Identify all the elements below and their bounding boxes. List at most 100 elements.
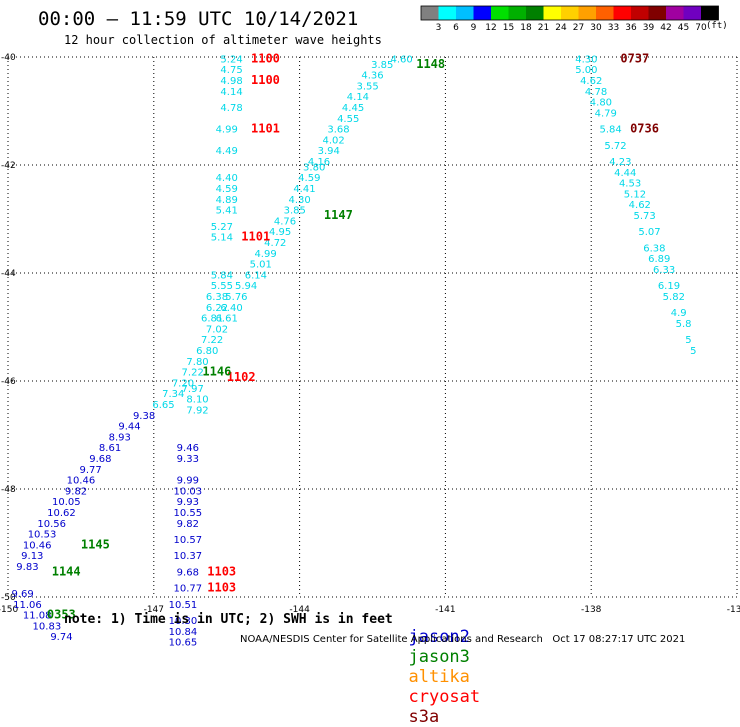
- data-point-label: 7.02: [206, 324, 228, 335]
- colorbar-swatch: [596, 6, 614, 20]
- chart-title: 00:00 – 11:59 UTC 10/14/2021: [38, 8, 359, 30]
- data-point-label: 8.10: [186, 395, 208, 406]
- data-point-label: 5.07: [638, 227, 660, 238]
- time-annotation: 1145: [81, 537, 110, 551]
- data-point-label: 4.55: [337, 114, 359, 125]
- data-point-label: 5.12: [624, 189, 646, 200]
- data-point-label: 4.59: [216, 184, 238, 195]
- colorbar-swatch: [456, 6, 474, 20]
- colorbar-label: 3: [436, 23, 442, 33]
- data-point-label: 4.95: [269, 227, 291, 238]
- data-point-label: 5: [685, 335, 691, 346]
- data-point-label: 4.14: [347, 92, 369, 103]
- data-point-label: 5.84: [211, 270, 233, 281]
- data-point-label: 9.83: [16, 562, 38, 573]
- wave-height-plot: -150 -147 -144 -141 -138 -135 -40 -42 -44 -46 -48 -…: [0, 5, 740, 649]
- time-annotation: 1102: [227, 370, 256, 384]
- data-point-label: 10.56: [37, 519, 66, 530]
- data-point-label: 10.62: [47, 508, 76, 519]
- data-point-label: 4.44: [614, 168, 636, 179]
- data-point-label: 11.06: [13, 600, 42, 611]
- data-point-label: 9.74: [50, 632, 72, 643]
- data-point-label: 10.05: [52, 497, 81, 508]
- data-point-label: 5.8: [676, 319, 692, 330]
- time-annotation: 1147: [324, 208, 353, 222]
- data-point-label: 9.68: [89, 454, 111, 465]
- colorbar-label: 30: [590, 23, 602, 33]
- data-point-label: 5.82: [663, 292, 685, 303]
- data-point-label: 6.80: [196, 346, 218, 357]
- data-point-label: 4.59: [298, 173, 320, 184]
- colorbar-swatch: [666, 6, 684, 20]
- data-point-label: 9.33: [177, 454, 199, 465]
- x-tick-label: -144: [289, 605, 310, 615]
- time-annotation: 1101: [251, 122, 280, 136]
- data-point-label: 9.77: [79, 465, 101, 476]
- legend-cryosat: cryosat: [408, 687, 481, 707]
- data-point-label: 4.76: [274, 216, 296, 227]
- colorbar-swatch: [543, 6, 561, 20]
- data-point-label: 4.23: [609, 157, 631, 168]
- colorbar-label: 6: [453, 23, 459, 33]
- time-annotation: 1100: [251, 51, 280, 65]
- data-point-label: 5.94: [235, 281, 257, 292]
- data-point-label: 6.22: [206, 303, 228, 314]
- data-point-label: 7.92: [186, 405, 208, 416]
- data-point-label: 6.38: [643, 243, 665, 254]
- data-point-label: 10.03: [173, 486, 202, 497]
- colorbar-label: 12: [485, 23, 496, 33]
- colorbar-frame: [420, 5, 719, 21]
- y-tick-label: -50: [1, 593, 16, 603]
- colorbar-swatch: [561, 6, 579, 20]
- data-point-label: 4.45: [342, 103, 364, 114]
- data-point-label: 10.46: [23, 540, 52, 551]
- data-point-label: 5.00: [575, 65, 597, 76]
- colorbar-swatch: [578, 6, 596, 20]
- colorbar-swatch: [421, 6, 439, 20]
- colorbar-label: 9: [471, 23, 477, 33]
- data-point-label: 5.14: [211, 233, 233, 244]
- colorbar-swatch: [473, 6, 491, 20]
- data-point-label: 10.65: [169, 638, 198, 649]
- x-tick-label: -147: [144, 605, 164, 615]
- data-point-label: 4.02: [322, 135, 344, 146]
- data-point-label: 4.30: [288, 195, 310, 206]
- colorbar-swatch: [526, 6, 544, 20]
- time-annotation: 1144: [52, 564, 81, 578]
- data-point-label: 4.41: [293, 184, 315, 195]
- data-point-label: 5.41: [216, 206, 238, 217]
- colorbar-label: 33: [608, 23, 619, 33]
- data-point-label: 5.76: [225, 292, 247, 303]
- data-point-label: 7.80: [186, 357, 208, 368]
- data-point-label: 6.65: [152, 400, 174, 411]
- data-point-label: 4.14: [220, 87, 242, 98]
- data-point-label: 5.73: [634, 211, 656, 222]
- data-point-label: 3.85: [371, 60, 393, 71]
- data-point-label: 5.24: [220, 54, 242, 65]
- colorbar-swatch: [683, 6, 701, 20]
- x-tick-label: -150: [0, 605, 18, 615]
- data-point-label: 6.61: [216, 314, 238, 325]
- data-point-label: 4.78: [585, 87, 607, 98]
- colorbar-units: (ft): [706, 21, 728, 31]
- data-point-label: 4.99: [216, 125, 238, 136]
- data-point-label: 4.9: [671, 308, 687, 319]
- time-annotation: 1148: [416, 57, 445, 71]
- colorbar-label: 21: [538, 23, 549, 33]
- time-annotation: 1103: [207, 581, 236, 595]
- data-point-label: 4.16: [308, 157, 330, 168]
- data-point-label: 4.78: [220, 103, 242, 114]
- colorbar-swatch: [631, 6, 649, 20]
- data-point-label: 10.51: [169, 600, 198, 611]
- data-point-label: 10.46: [67, 476, 96, 487]
- footnote: note: 1) Time is in UTC; 2) SWH is in fe…: [64, 612, 393, 627]
- data-point-label: 9.93: [177, 497, 199, 508]
- data-point-label: 3.85: [284, 206, 306, 217]
- colorbar-swatch: [613, 6, 631, 20]
- time-annotation: 0353: [47, 608, 76, 622]
- data-point-label: 8.93: [109, 432, 131, 443]
- data-point-label: 3.80: [303, 162, 325, 173]
- data-point-label: 6.38: [206, 292, 228, 303]
- colorbar-label: 70: [695, 23, 707, 33]
- data-point-label: 10.57: [173, 535, 202, 546]
